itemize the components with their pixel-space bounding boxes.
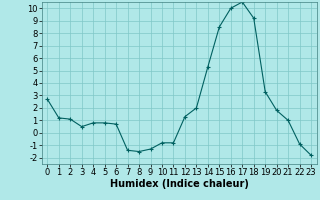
X-axis label: Humidex (Indice chaleur): Humidex (Indice chaleur) xyxy=(110,179,249,189)
